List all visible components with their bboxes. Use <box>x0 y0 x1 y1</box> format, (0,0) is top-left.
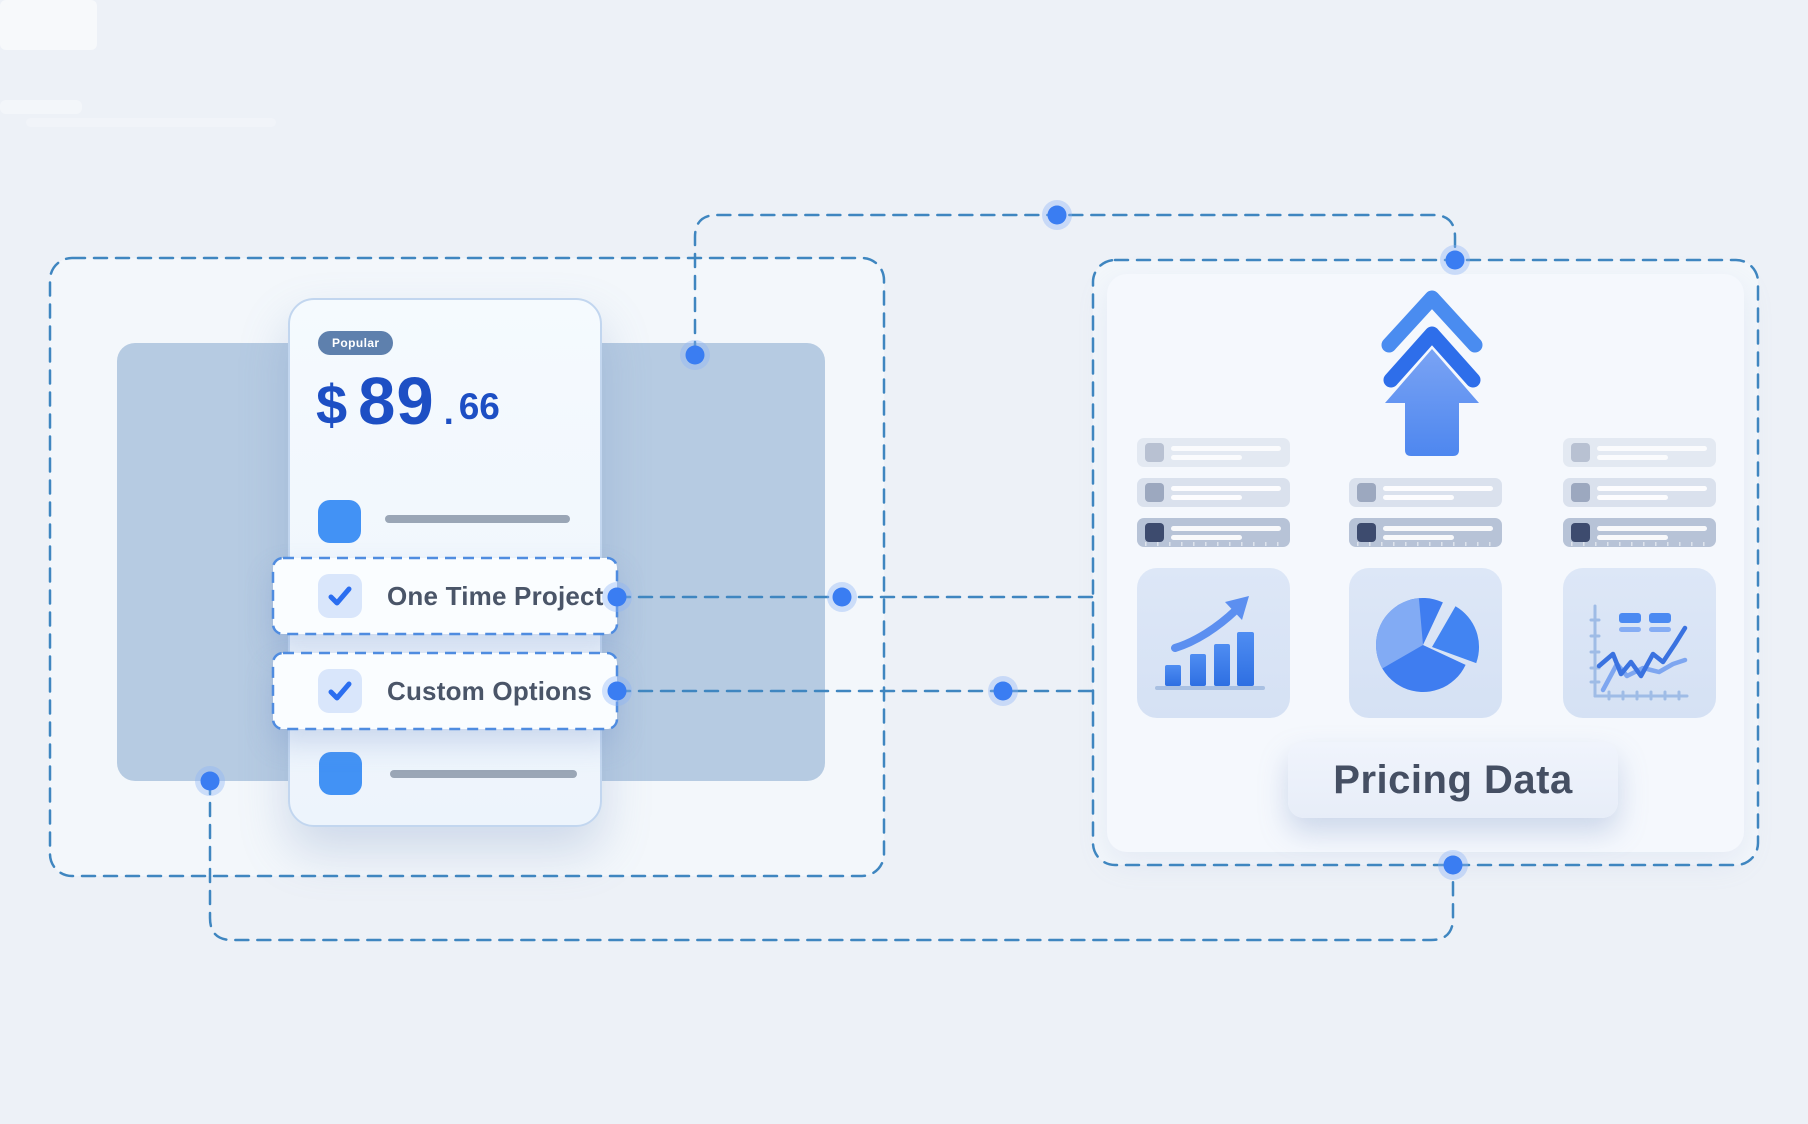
currency-symbol: $ <box>316 373 348 436</box>
skeleton-line <box>1597 486 1707 491</box>
skeleton-line <box>1383 486 1493 491</box>
skeleton-line <box>1383 535 1454 540</box>
skeleton-square <box>1145 483 1164 502</box>
skeleton-line <box>1597 535 1668 540</box>
skeleton-column <box>1137 438 1290 547</box>
background-shape <box>0 0 97 50</box>
skeleton-row-dark <box>1563 518 1716 547</box>
skeleton-square <box>1571 443 1590 462</box>
popular-badge: Popular <box>318 331 394 355</box>
line-chart-icon <box>1589 604 1689 701</box>
skeleton-row-light <box>1137 438 1290 467</box>
feature-placeholder-line <box>390 770 577 778</box>
option-label: One Time Project <box>387 580 604 611</box>
pie-chart-icon <box>1376 597 1480 692</box>
skeleton-column <box>1349 438 1502 547</box>
skeleton-line <box>1597 526 1707 531</box>
skeleton-line <box>1597 455 1668 460</box>
skeleton-line <box>1171 526 1281 531</box>
popular-badge-label: Popular <box>332 336 380 350</box>
feature-bullet-square <box>319 752 362 795</box>
price-integer: 89 <box>358 364 435 439</box>
skeleton-row-dark <box>1137 518 1290 547</box>
price-separator: . <box>443 391 454 432</box>
option-row-custom-options[interactable]: Custom Options <box>273 653 617 729</box>
skeleton-row-medium <box>1137 478 1290 507</box>
skeleton-line <box>1597 446 1707 451</box>
background-shape <box>26 118 276 127</box>
bar-chart-tile <box>1137 568 1290 718</box>
background-shape <box>0 100 82 114</box>
connector-dot <box>1042 200 1072 230</box>
checkbox[interactable] <box>318 669 362 713</box>
skeleton-line <box>1171 486 1281 491</box>
check-icon <box>328 586 352 606</box>
pricing-data-text: Pricing Data <box>1333 757 1573 802</box>
skeleton-line <box>1171 446 1281 451</box>
skeleton-row-light <box>1563 438 1716 467</box>
line-chart-tile <box>1563 568 1716 718</box>
skeleton-line <box>1597 495 1668 500</box>
connector-dot <box>988 676 1018 706</box>
skeleton-line <box>1383 526 1493 531</box>
skeleton-square <box>1145 443 1164 462</box>
skeleton-square <box>1357 483 1376 502</box>
check-icon <box>328 681 352 701</box>
skeleton-line <box>1171 495 1242 500</box>
skeleton-square <box>1145 523 1164 542</box>
pricing-data-label: Pricing Data <box>1288 742 1618 818</box>
pie-chart-tile <box>1349 568 1502 718</box>
feature-placeholder-line <box>385 515 570 523</box>
skeleton-square <box>1571 483 1590 502</box>
option-row-one-time-project[interactable]: One Time Project <box>273 558 617 634</box>
feature-bullet-square <box>318 500 361 543</box>
skeleton-line <box>1171 455 1242 460</box>
bar-chart-icon <box>1155 596 1265 690</box>
price-fraction: 66 <box>458 386 500 427</box>
price: $ 89 . 66 <box>316 368 500 435</box>
skeleton-square <box>1357 523 1376 542</box>
option-label: Custom Options <box>387 675 593 706</box>
skeleton-line <box>1383 495 1454 500</box>
skeleton-column <box>1563 438 1716 547</box>
double-up-arrow-icon <box>1381 290 1483 456</box>
checkbox[interactable] <box>318 574 362 618</box>
skeleton-square <box>1571 523 1590 542</box>
skeleton-line <box>1171 535 1242 540</box>
skeleton-row-medium <box>1349 478 1502 507</box>
skeleton-row-medium <box>1563 478 1716 507</box>
skeleton-row-dark <box>1349 518 1502 547</box>
